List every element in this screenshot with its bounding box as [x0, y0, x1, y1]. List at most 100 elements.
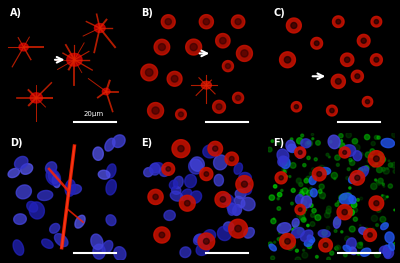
Polygon shape	[302, 211, 306, 214]
Polygon shape	[310, 187, 313, 190]
Polygon shape	[271, 256, 275, 260]
Polygon shape	[280, 234, 295, 249]
Polygon shape	[328, 135, 340, 149]
Polygon shape	[161, 15, 175, 29]
Polygon shape	[346, 132, 352, 138]
Polygon shape	[277, 238, 280, 241]
Polygon shape	[360, 248, 371, 256]
Polygon shape	[153, 194, 158, 200]
Polygon shape	[67, 53, 82, 66]
Polygon shape	[295, 147, 306, 158]
Polygon shape	[235, 19, 241, 25]
Polygon shape	[302, 188, 308, 194]
Polygon shape	[371, 183, 377, 189]
Polygon shape	[241, 50, 248, 57]
Polygon shape	[308, 235, 310, 236]
Polygon shape	[190, 157, 204, 171]
Polygon shape	[303, 164, 306, 167]
Polygon shape	[383, 223, 387, 227]
Text: B): B)	[142, 8, 154, 18]
Polygon shape	[353, 151, 362, 161]
Polygon shape	[365, 152, 371, 158]
Polygon shape	[376, 224, 378, 226]
Polygon shape	[106, 180, 116, 195]
Polygon shape	[312, 138, 314, 140]
Polygon shape	[364, 134, 370, 140]
Polygon shape	[307, 224, 309, 227]
Polygon shape	[279, 224, 281, 226]
Polygon shape	[269, 244, 276, 251]
Polygon shape	[14, 214, 26, 224]
Polygon shape	[310, 189, 317, 197]
Polygon shape	[350, 247, 357, 255]
Polygon shape	[347, 197, 354, 203]
Polygon shape	[334, 217, 341, 228]
Polygon shape	[312, 209, 316, 213]
Polygon shape	[323, 237, 326, 239]
Polygon shape	[203, 18, 210, 25]
Polygon shape	[281, 176, 286, 181]
Polygon shape	[340, 140, 342, 142]
Polygon shape	[213, 146, 218, 151]
Polygon shape	[232, 15, 245, 28]
Polygon shape	[298, 150, 302, 154]
Polygon shape	[225, 152, 238, 165]
Polygon shape	[203, 145, 217, 158]
Polygon shape	[378, 178, 383, 183]
Polygon shape	[360, 225, 361, 226]
Polygon shape	[204, 172, 209, 176]
Polygon shape	[286, 140, 295, 151]
Polygon shape	[353, 217, 358, 221]
Polygon shape	[8, 168, 20, 178]
Polygon shape	[386, 168, 388, 169]
Polygon shape	[171, 75, 178, 82]
Polygon shape	[199, 15, 214, 29]
Polygon shape	[349, 158, 352, 162]
Polygon shape	[348, 210, 352, 214]
Polygon shape	[46, 169, 60, 185]
Polygon shape	[194, 234, 204, 245]
Polygon shape	[290, 138, 293, 140]
Polygon shape	[380, 246, 387, 253]
Polygon shape	[382, 195, 383, 196]
Polygon shape	[198, 233, 215, 250]
Polygon shape	[368, 233, 372, 237]
Polygon shape	[335, 231, 336, 232]
Polygon shape	[174, 176, 183, 189]
Polygon shape	[326, 105, 337, 116]
Polygon shape	[339, 195, 344, 200]
Polygon shape	[146, 69, 153, 76]
Text: A): A)	[10, 8, 22, 18]
Polygon shape	[377, 155, 382, 159]
Polygon shape	[357, 34, 370, 47]
Polygon shape	[288, 144, 296, 153]
Polygon shape	[281, 189, 283, 191]
Polygon shape	[349, 196, 356, 204]
Polygon shape	[154, 227, 170, 243]
Polygon shape	[106, 164, 116, 178]
Polygon shape	[350, 171, 365, 185]
Polygon shape	[382, 167, 386, 171]
Polygon shape	[52, 175, 60, 188]
Polygon shape	[167, 71, 182, 86]
Polygon shape	[377, 136, 380, 139]
Polygon shape	[326, 209, 331, 214]
Polygon shape	[316, 255, 318, 258]
Polygon shape	[278, 236, 284, 242]
Polygon shape	[326, 239, 328, 241]
Polygon shape	[306, 140, 312, 146]
Polygon shape	[150, 163, 163, 173]
Polygon shape	[291, 23, 297, 28]
Polygon shape	[372, 228, 374, 231]
Polygon shape	[335, 203, 339, 206]
Polygon shape	[356, 199, 359, 201]
Polygon shape	[389, 242, 394, 250]
Polygon shape	[366, 100, 370, 104]
Polygon shape	[374, 57, 379, 62]
Polygon shape	[391, 162, 397, 168]
Polygon shape	[348, 174, 359, 183]
Polygon shape	[277, 207, 281, 210]
Polygon shape	[323, 244, 328, 249]
Polygon shape	[348, 209, 354, 215]
Polygon shape	[234, 196, 245, 208]
